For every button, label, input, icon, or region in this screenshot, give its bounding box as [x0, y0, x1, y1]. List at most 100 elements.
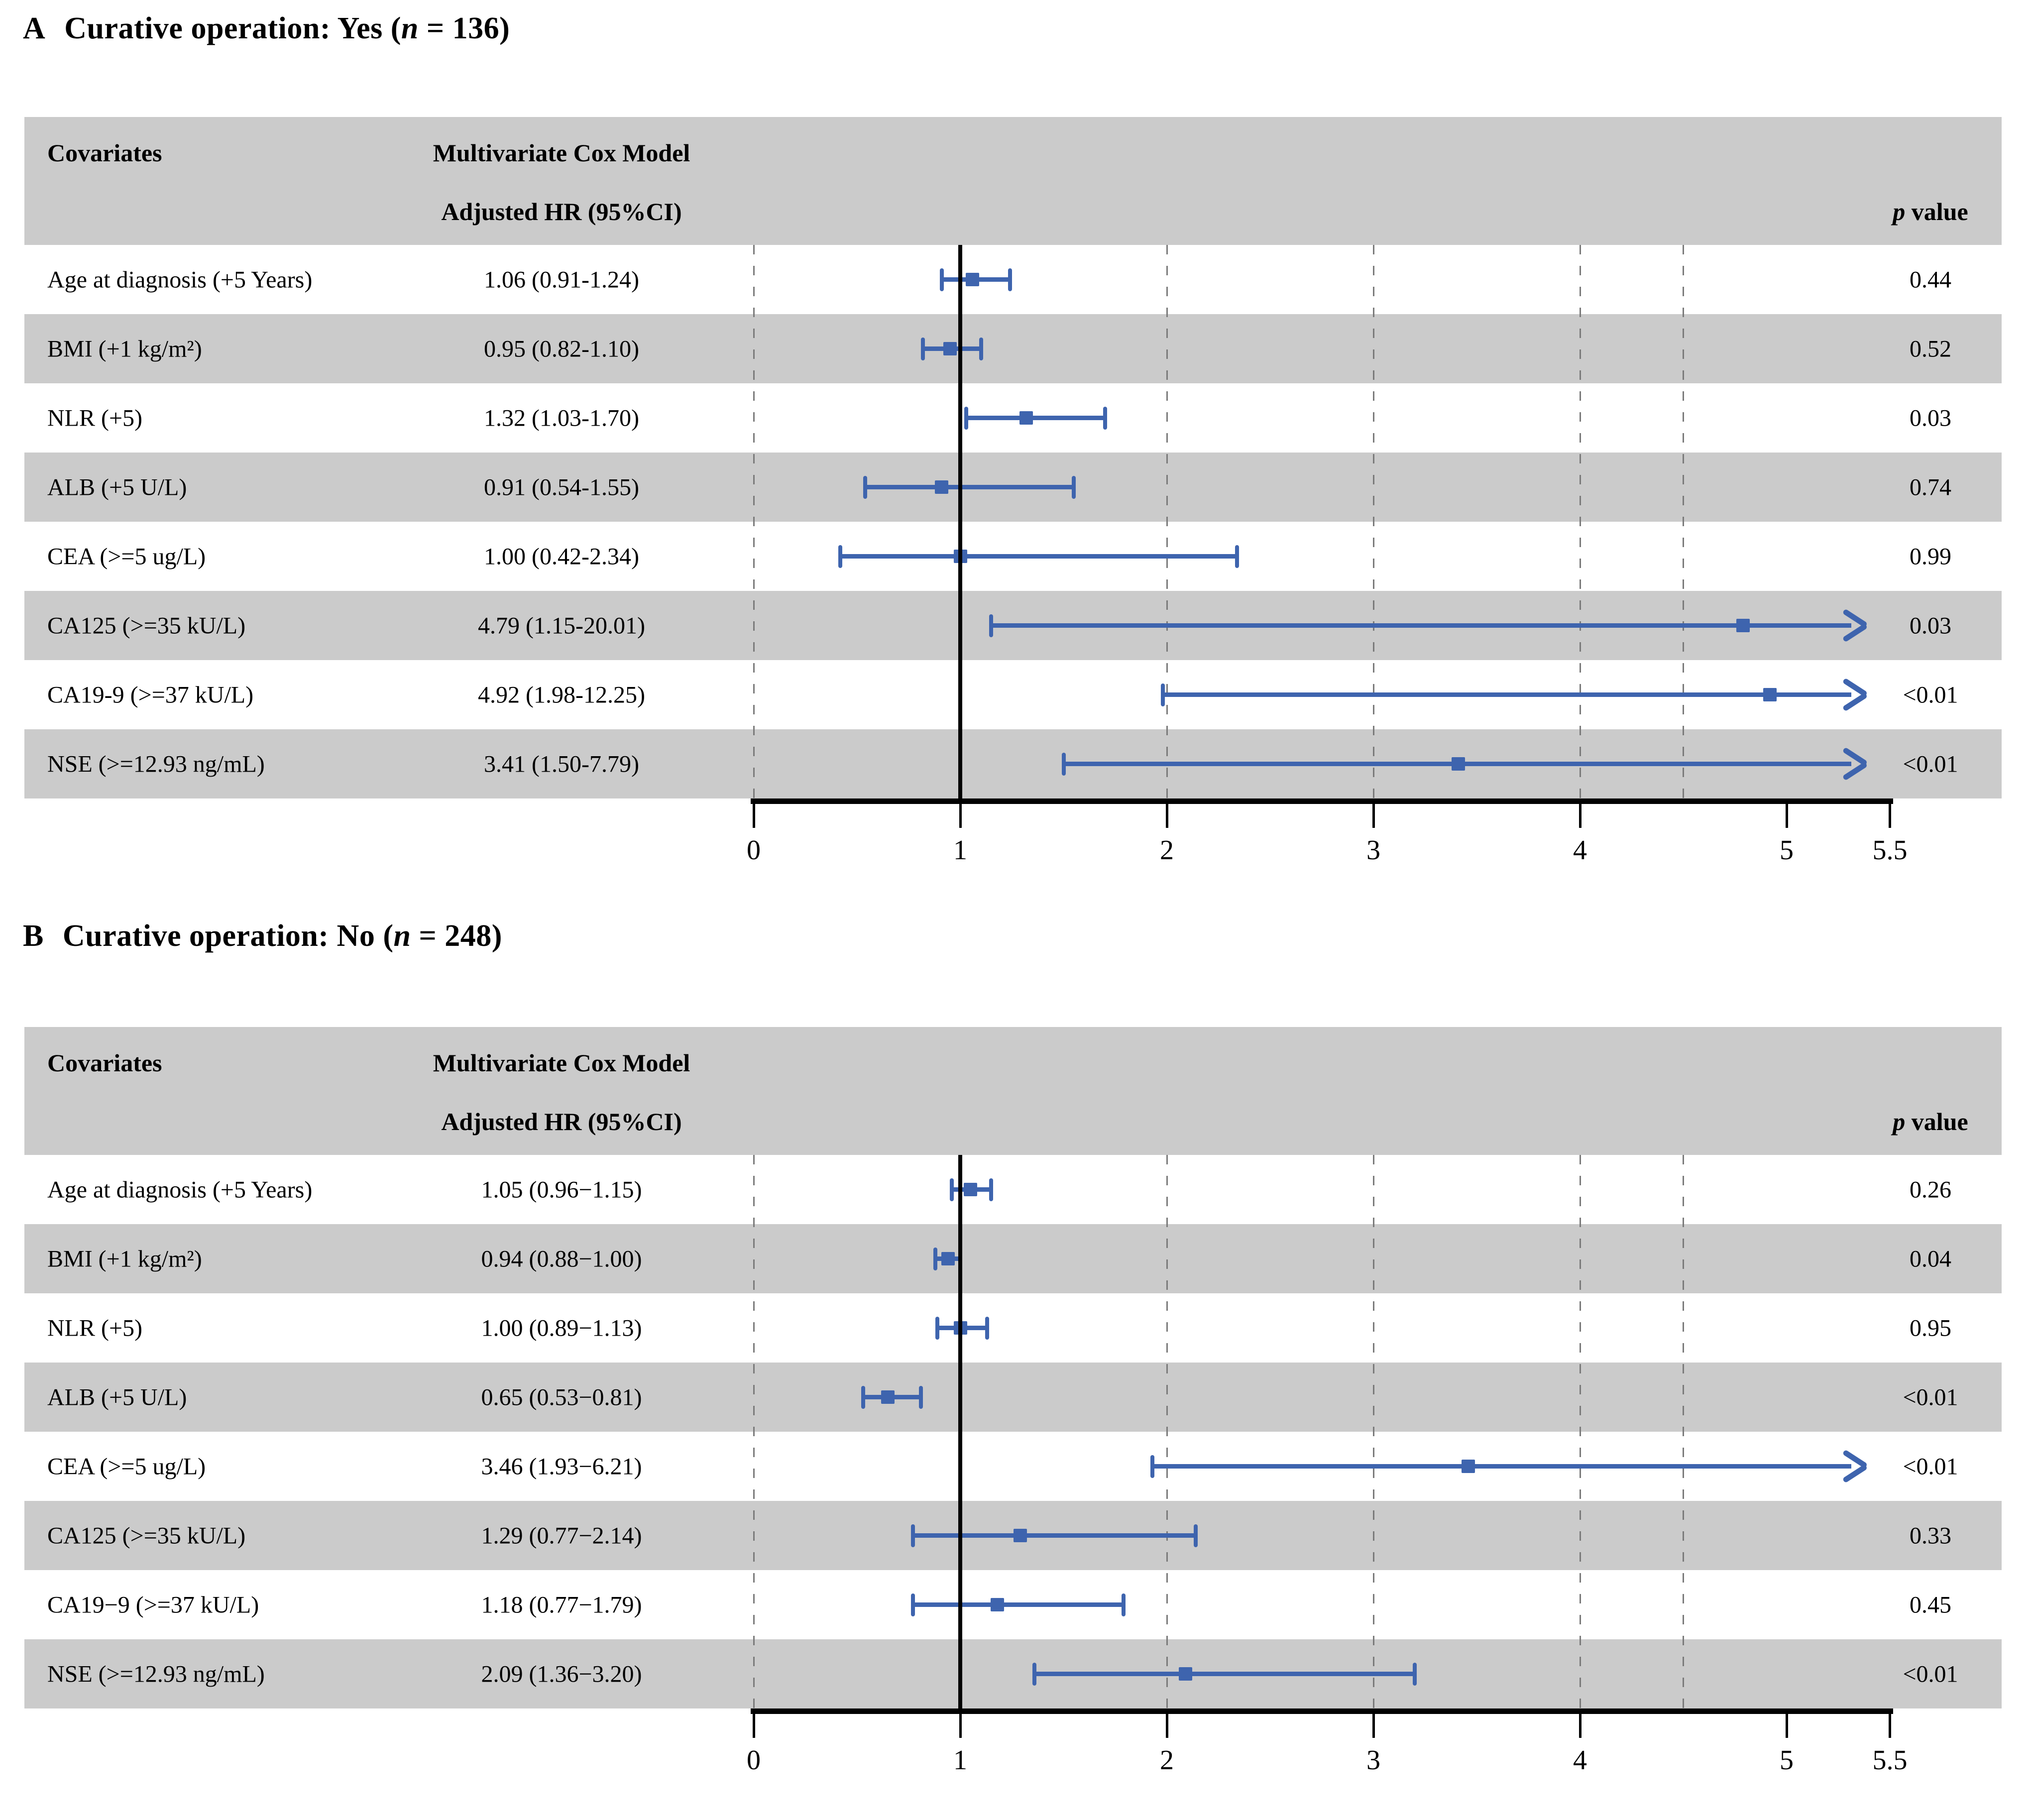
- hr-ci-value-panel-a: 1.32 (1.03-1.70): [484, 405, 639, 431]
- p-value-panel-a: 0.52: [1910, 336, 1951, 362]
- gridline-dashed-2-panel-b: [1166, 1155, 1168, 1708]
- covariate-label-panel-a: NLR (+5): [47, 405, 143, 431]
- x-axis-tick-label-2-panel-b: 2: [1160, 1745, 1174, 1776]
- row-stripe-panel-b: [24, 1224, 2002, 1293]
- p-value-panel-b: <0.01: [1903, 1384, 1958, 1410]
- covariate-label-panel-b: BMI (+1 kg/m²): [47, 1246, 202, 1272]
- covariate-label-panel-a: NSE (>=12.93 ng/mL): [47, 751, 265, 777]
- hr-ci-value-panel-a: 4.79 (1.15-20.01): [478, 612, 645, 639]
- ci-shaft-panel-a: [865, 485, 1074, 489]
- table-header-band-panel-a: [24, 117, 2002, 245]
- x-axis-tick-label-4-panel-a: 4: [1573, 835, 1587, 866]
- gridline-dashed-2-panel-a: [1166, 245, 1168, 798]
- covariate-label-panel-a: ALB (+5 U/L): [47, 474, 187, 500]
- ci-shaft-panel-a: [966, 416, 1105, 420]
- ci-cap-high-panel-a: [1235, 545, 1240, 568]
- x-axis-tick-label-0-panel-a: 0: [747, 835, 761, 866]
- hr-ci-value-panel-a: 1.00 (0.42-2.34): [484, 543, 639, 569]
- hr-point-marker-panel-a: [943, 342, 957, 355]
- x-axis-tick-label-1-panel-a: 1: [953, 835, 967, 866]
- hr-point-marker-panel-a: [935, 480, 949, 494]
- header-p-value-panel-a: p value: [1893, 197, 1968, 226]
- p-value-panel-b: 0.26: [1910, 1176, 1951, 1203]
- row-stripe-panel-b: [24, 1363, 2002, 1432]
- ci-cap-low-panel-a: [1160, 683, 1165, 706]
- gridline-dashed-3-panel-a: [1372, 245, 1374, 798]
- gridline-dashed-4-panel-b: [1579, 1155, 1581, 1708]
- hr-point-marker-panel-b: [1462, 1460, 1475, 1473]
- hr-ci-value-panel-b: 0.94 (0.88−1.00): [481, 1246, 642, 1272]
- x-axis-tick-2-panel-a: [1165, 804, 1168, 828]
- gridline-dashed-4-panel-a: [1579, 245, 1581, 798]
- ci-cap-low-panel-a: [838, 545, 843, 568]
- p-value-panel-a: 0.03: [1910, 612, 1951, 639]
- hr-ci-value-panel-b: 1.05 (0.96−1.15): [481, 1176, 642, 1203]
- ci-cap-high-panel-b: [1194, 1524, 1198, 1547]
- reference-line-panel-b: [958, 1155, 962, 1708]
- ci-cap-low-panel-a: [989, 614, 994, 637]
- header-p-italic-panel-a: p: [1893, 198, 1906, 226]
- x-axis-line-panel-b: [751, 1708, 1893, 1714]
- p-value-panel-a: 0.99: [1910, 543, 1951, 569]
- x-axis-tick-label-5.5-panel-a: 5.5: [1872, 835, 1908, 866]
- header-covariates-panel-b: Covariates: [47, 1049, 162, 1077]
- ci-cap-low-panel-a: [863, 475, 868, 499]
- x-axis-tick-label-1-panel-b: 1: [953, 1745, 967, 1776]
- ci-cap-low-panel-b: [910, 1593, 915, 1616]
- panel-a-title-text: Curative operation: Yes (: [64, 11, 401, 45]
- covariate-label-panel-b: Age at diagnosis (+5 Years): [47, 1176, 313, 1203]
- p-value-panel-b: 0.45: [1910, 1592, 1951, 1618]
- header-p-rest-panel-b: value: [1905, 1108, 1968, 1136]
- ci-cap-low-panel-a: [1061, 752, 1066, 776]
- header-adjusted-hr-panel-b: Adjusted HR (95%CI): [441, 1108, 682, 1136]
- p-value-panel-b: <0.01: [1903, 1453, 1958, 1479]
- ci-cap-low-panel-b: [1150, 1455, 1154, 1478]
- gridline-dashed-4.5-panel-a: [1683, 245, 1684, 798]
- x-axis-tick-label-5.5-panel-b: 5.5: [1872, 1745, 1908, 1776]
- covariate-label-panel-b: CEA (>=5 ug/L): [47, 1453, 206, 1479]
- panel-b-title: B Curative operation: No (n = 248): [23, 918, 502, 954]
- row-stripe-panel-a: [24, 314, 2002, 383]
- x-axis-tick-label-5-panel-b: 5: [1780, 1745, 1794, 1776]
- gridline-dashed-0-panel-b: [753, 1155, 755, 1708]
- ci-shaft-panel-a: [1162, 692, 1851, 697]
- ci-shaft-panel-a: [991, 623, 1851, 628]
- hr-ci-value-panel-b: 1.00 (0.89−1.13): [481, 1315, 642, 1341]
- ci-cap-high-panel-b: [1121, 1593, 1126, 1616]
- hr-ci-value-panel-a: 4.92 (1.98-12.25): [478, 682, 645, 708]
- ci-cap-high-panel-a: [1008, 268, 1012, 291]
- ci-shaft-panel-b: [1034, 1672, 1415, 1676]
- p-value-panel-b: <0.01: [1903, 1661, 1958, 1687]
- p-value-panel-b: 0.95: [1910, 1315, 1951, 1341]
- header-model-panel-b: Multivariate Cox Model: [433, 1049, 690, 1077]
- x-axis-tick-label-5-panel-a: 5: [1780, 835, 1794, 866]
- x-axis-tick-4-panel-a: [1579, 804, 1581, 828]
- hr-point-marker-panel-a: [1451, 757, 1465, 771]
- ci-shaft-panel-a: [840, 554, 1238, 559]
- covariate-label-panel-b: ALB (+5 U/L): [47, 1384, 187, 1410]
- covariate-label-panel-a: BMI (+1 kg/m²): [47, 336, 202, 362]
- hr-point-marker-panel-a: [1736, 619, 1750, 632]
- hr-ci-value-panel-a: 1.06 (0.91-1.24): [484, 266, 639, 293]
- p-value-panel-b: 0.33: [1910, 1522, 1951, 1549]
- covariate-label-panel-a: Age at diagnosis (+5 Years): [47, 266, 313, 293]
- ci-cap-low-panel-b: [861, 1385, 865, 1409]
- x-axis-tick-5.5-panel-b: [1889, 1714, 1891, 1738]
- gridline-dashed-3-panel-b: [1372, 1155, 1374, 1708]
- panel-b-letter: B: [23, 919, 44, 953]
- header-adjusted-hr-panel-a: Adjusted HR (95%CI): [441, 198, 682, 226]
- row-stripe-panel-b: [24, 1639, 2002, 1708]
- hr-point-marker-panel-b: [991, 1598, 1005, 1611]
- ci-cap-high-panel-b: [985, 1316, 989, 1340]
- covariate-label-panel-b: CA125 (>=35 kU/L): [47, 1522, 246, 1549]
- x-axis-tick-2-panel-b: [1165, 1714, 1168, 1738]
- header-p-rest-panel-a: value: [1905, 198, 1968, 226]
- ci-cap-low-panel-a: [964, 406, 969, 430]
- ci-cap-high-panel-b: [919, 1385, 923, 1409]
- covariate-label-panel-b: NSE (>=12.93 ng/mL): [47, 1661, 265, 1687]
- ci-cap-high-panel-a: [1103, 406, 1107, 430]
- ci-cap-high-panel-a: [979, 337, 983, 360]
- hr-ci-value-panel-b: 1.29 (0.77−2.14): [481, 1522, 642, 1549]
- x-axis-tick-0-panel-b: [752, 1714, 755, 1738]
